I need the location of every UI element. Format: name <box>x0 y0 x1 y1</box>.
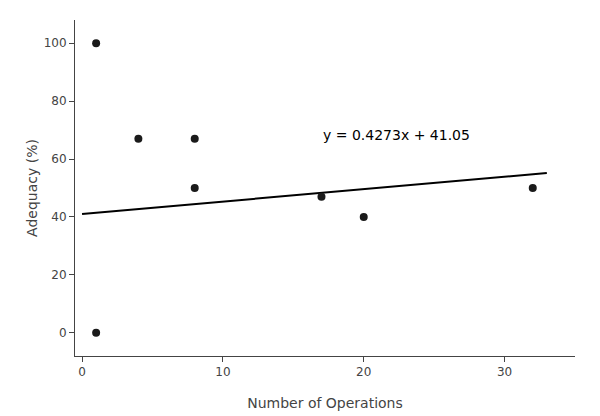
svg-text:0: 0 <box>59 326 67 340</box>
svg-text:Adequacy (%): Adequacy (%) <box>24 139 40 237</box>
svg-text:60: 60 <box>51 152 66 166</box>
svg-text:30: 30 <box>497 365 512 379</box>
svg-text:y = 0.4273x + 41.05: y = 0.4273x + 41.05 <box>323 127 470 143</box>
svg-text:20: 20 <box>356 365 371 379</box>
svg-text:80: 80 <box>51 94 66 108</box>
svg-text:100: 100 <box>44 36 67 50</box>
svg-text:Number of Operations: Number of Operations <box>247 395 403 411</box>
svg-text:40: 40 <box>51 210 66 224</box>
svg-text:10: 10 <box>215 365 230 379</box>
svg-text:20: 20 <box>51 268 66 282</box>
svg-text:0: 0 <box>78 365 86 379</box>
